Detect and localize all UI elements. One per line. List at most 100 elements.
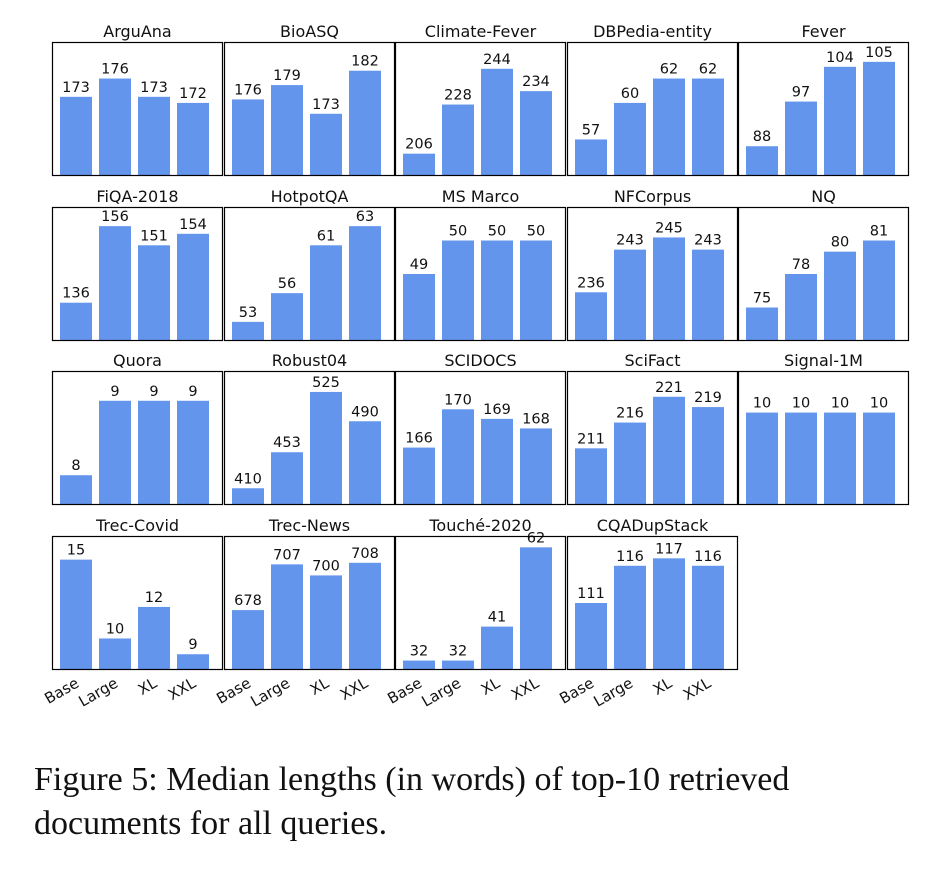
panel-title: Trec-News bbox=[268, 516, 350, 535]
bar-xl bbox=[653, 396, 685, 505]
x-tick-label: XL bbox=[307, 674, 333, 699]
bar-large bbox=[442, 104, 474, 176]
panel-title: Signal-1M bbox=[784, 351, 863, 370]
data-label: 50 bbox=[449, 224, 467, 240]
bar-xxl bbox=[177, 102, 209, 176]
panel-hotpotqa: HotpotQA 53 56 61 63 bbox=[223, 187, 396, 342]
bar-xxl bbox=[520, 428, 552, 505]
bar-base bbox=[403, 153, 435, 176]
data-label: 9 bbox=[188, 637, 197, 653]
data-label: 151 bbox=[140, 228, 168, 244]
data-label: 10 bbox=[106, 621, 124, 637]
panel-frame bbox=[223, 206, 396, 342]
x-tick-label: Base bbox=[556, 674, 597, 708]
data-label: 56 bbox=[278, 276, 296, 292]
data-label: 57 bbox=[582, 122, 600, 138]
data-label: 80 bbox=[831, 235, 849, 251]
x-tick-label: XXL bbox=[508, 674, 543, 704]
data-label: 8 bbox=[71, 458, 80, 474]
data-label: 216 bbox=[616, 406, 644, 422]
data-label: 176 bbox=[234, 82, 262, 98]
data-label: 62 bbox=[660, 62, 678, 78]
bar-large bbox=[614, 422, 646, 505]
data-label: 708 bbox=[351, 546, 379, 562]
panel-frame bbox=[394, 370, 567, 506]
data-label: 12 bbox=[145, 590, 163, 606]
data-label: 173 bbox=[312, 97, 340, 113]
bar-xxl bbox=[177, 233, 209, 341]
data-label: 490 bbox=[351, 404, 379, 420]
panel-nq: NQ 75 78 80 81 bbox=[737, 187, 910, 342]
bar-xl bbox=[138, 606, 170, 670]
bar-large bbox=[99, 400, 131, 505]
bar-large bbox=[271, 452, 303, 505]
bar-xxl bbox=[692, 78, 724, 176]
data-label: 156 bbox=[101, 209, 129, 225]
panel-dbpedia-entity: DBPedia-entity 57 60 62 62 bbox=[566, 22, 739, 177]
data-label: 245 bbox=[655, 220, 683, 236]
data-label: 75 bbox=[753, 291, 771, 307]
bar-large bbox=[271, 85, 303, 176]
panel-frame bbox=[566, 41, 739, 177]
data-label: 244 bbox=[483, 52, 511, 68]
data-label: 678 bbox=[234, 593, 262, 609]
bar-base bbox=[575, 139, 607, 176]
panel-frame bbox=[51, 206, 224, 342]
bar-large bbox=[442, 660, 474, 670]
bar-xl bbox=[310, 245, 342, 341]
x-tick-label: Base bbox=[384, 674, 425, 708]
data-label: 179 bbox=[273, 68, 301, 84]
data-label: 172 bbox=[179, 86, 207, 102]
x-tick-label: XXL bbox=[165, 674, 200, 704]
bar-xxl bbox=[863, 240, 895, 341]
panel-frame bbox=[566, 206, 739, 342]
bar-xl bbox=[824, 412, 856, 505]
data-label: 10 bbox=[753, 396, 771, 412]
panel-frame bbox=[394, 535, 567, 671]
data-label: 15 bbox=[67, 543, 85, 559]
data-label: 116 bbox=[694, 549, 722, 565]
bar-xl bbox=[481, 68, 513, 176]
bar-xxl bbox=[520, 240, 552, 341]
data-label: 111 bbox=[577, 586, 605, 602]
bar-xl bbox=[824, 251, 856, 341]
panel-title: Touché-2020 bbox=[428, 516, 531, 535]
panel-frame bbox=[394, 41, 567, 177]
panel-title: BioASQ bbox=[280, 22, 339, 41]
panel-title: CQADupStack bbox=[597, 516, 709, 535]
data-label: 182 bbox=[351, 54, 379, 70]
bar-xl bbox=[653, 558, 685, 670]
panel-title: MS Marco bbox=[442, 187, 519, 206]
bar-xxl bbox=[692, 249, 724, 341]
x-tick-label: XL bbox=[650, 674, 676, 699]
data-label: 234 bbox=[522, 74, 550, 90]
data-label: 97 bbox=[792, 85, 810, 101]
bar-xxl bbox=[349, 562, 381, 670]
bar-xxl bbox=[349, 421, 381, 505]
data-label: 707 bbox=[273, 547, 301, 563]
bar-large bbox=[271, 564, 303, 670]
bar-large bbox=[442, 240, 474, 341]
x-tick-label: XL bbox=[478, 674, 504, 699]
data-label: 53 bbox=[239, 305, 257, 321]
bar-xl bbox=[310, 113, 342, 176]
panel-frame bbox=[223, 535, 396, 671]
panel-quora: Quora 8 9 9 9 bbox=[51, 351, 224, 506]
x-tick-label: Large bbox=[590, 674, 636, 711]
panel-title: SCIDOCS bbox=[444, 351, 516, 370]
bar-base bbox=[232, 488, 264, 505]
bar-base bbox=[575, 292, 607, 341]
panel-title: Trec-Covid bbox=[95, 516, 179, 535]
panel-title: HotpotQA bbox=[271, 187, 349, 206]
data-label: 10 bbox=[831, 396, 849, 412]
bar-large bbox=[99, 226, 131, 341]
panel-frame bbox=[737, 206, 910, 342]
bar-xxl bbox=[177, 654, 209, 670]
data-label: 169 bbox=[483, 402, 511, 418]
data-label: 9 bbox=[110, 384, 119, 400]
panel-arguana: ArguAna 173 176 173 172 bbox=[51, 22, 224, 177]
data-label: 243 bbox=[694, 233, 722, 249]
figure-caption: Figure 5: Median lengths (in words) of t… bbox=[34, 761, 790, 842]
bar-xxl bbox=[349, 70, 381, 176]
